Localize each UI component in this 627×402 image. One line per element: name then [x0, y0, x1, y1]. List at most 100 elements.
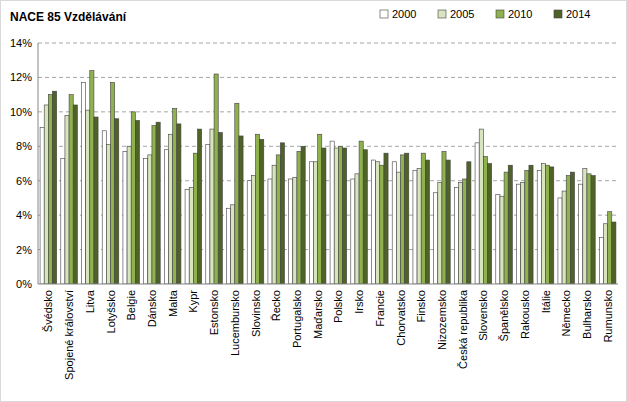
- legend-swatch: [554, 10, 562, 18]
- x-tick-label: Lucembursko: [229, 290, 241, 356]
- grid-line: [38, 77, 618, 78]
- bar: [380, 165, 384, 284]
- bar: [239, 136, 243, 284]
- bar: [463, 179, 467, 284]
- bar: [69, 95, 73, 284]
- bar: [376, 162, 380, 284]
- x-tick-label: Spojené království: [63, 290, 75, 380]
- bar: [558, 198, 562, 284]
- bar: [483, 157, 487, 284]
- bar: [475, 143, 479, 284]
- bar: [173, 108, 177, 284]
- bar: [587, 174, 591, 284]
- y-tick-label: 8%: [16, 140, 32, 152]
- y-tick-label: 4%: [16, 209, 32, 221]
- legend-swatch: [496, 10, 504, 18]
- y-tick-label: 0%: [16, 278, 32, 290]
- x-tick-label: Francie: [374, 290, 386, 327]
- bar: [301, 146, 305, 284]
- bar: [541, 164, 545, 285]
- x-tick-label: Bulharsko: [581, 290, 593, 339]
- bar: [425, 160, 429, 284]
- bar: [608, 212, 612, 284]
- bar: [111, 83, 115, 284]
- bar: [156, 122, 160, 284]
- bar: [189, 188, 193, 284]
- bar: [421, 153, 425, 284]
- bar: [127, 146, 131, 284]
- x-tick-label: Malta: [167, 289, 179, 317]
- bar: [372, 160, 376, 284]
- bar: [135, 120, 139, 284]
- bar: [289, 179, 293, 284]
- x-tick-label: Německo: [560, 290, 572, 336]
- bar: [102, 131, 106, 284]
- bar: [247, 181, 251, 284]
- bar: [293, 177, 297, 284]
- bar: [438, 182, 442, 284]
- bar: [231, 205, 235, 284]
- bar: [227, 208, 231, 284]
- bar: [330, 141, 334, 284]
- x-tick-label: Maďarsko: [312, 290, 324, 339]
- bar: [169, 134, 173, 284]
- bar: [314, 162, 318, 284]
- legend: 2000200520102014: [380, 8, 590, 20]
- bar: [546, 165, 550, 284]
- bar: [115, 119, 119, 284]
- bar: [322, 148, 326, 284]
- bar: [206, 145, 210, 284]
- bar: [570, 172, 574, 284]
- bar: [355, 174, 359, 284]
- bar: [318, 134, 322, 284]
- bar: [454, 188, 458, 284]
- bar: [214, 74, 218, 284]
- y-tick-label: 6%: [16, 175, 32, 187]
- y-axis: [38, 43, 39, 284]
- bar: [446, 160, 450, 284]
- grid-line: [38, 43, 618, 44]
- x-axis: [38, 284, 618, 285]
- bars: [40, 71, 616, 284]
- bar: [550, 167, 554, 284]
- bar: [235, 103, 239, 284]
- bar: [218, 133, 222, 284]
- x-tick-label: Rakousko: [519, 290, 531, 339]
- x-tick-label: Kypr: [187, 290, 199, 313]
- bar: [517, 184, 521, 284]
- bar: [405, 153, 409, 284]
- x-tick-label: Portugalsko: [291, 290, 303, 348]
- bar: [185, 189, 189, 284]
- grid-line: [38, 111, 618, 112]
- x-tick-label: Chorvatsko: [395, 290, 407, 346]
- bar: [508, 165, 512, 284]
- x-tick-label: Rumunsko: [602, 290, 614, 343]
- bar: [268, 179, 272, 284]
- bar: [198, 129, 202, 284]
- bar: [272, 165, 276, 284]
- y-tick-label: 2%: [16, 244, 32, 256]
- bar: [48, 95, 52, 284]
- x-tick-label: Polsko: [332, 290, 344, 323]
- bar: [106, 145, 110, 284]
- bar: [579, 184, 583, 284]
- bar: [459, 182, 463, 284]
- bar: [467, 162, 471, 284]
- bar: [496, 194, 500, 284]
- bar: [521, 182, 525, 284]
- bar: [144, 158, 148, 284]
- bar: [256, 134, 260, 284]
- bar: [413, 170, 417, 284]
- legend-label: 2000: [392, 8, 416, 20]
- bar: [73, 105, 77, 284]
- bar: [583, 169, 587, 284]
- chart-frame: [1, 1, 627, 402]
- bar: [488, 164, 492, 285]
- bar: [566, 176, 570, 284]
- x-tick-label: Česká republika: [457, 289, 469, 369]
- bar: [417, 169, 421, 284]
- bar: [612, 222, 616, 284]
- x-tick-label: Itálie: [540, 290, 552, 313]
- bar: [525, 170, 529, 284]
- x-tick-label: Estonsko: [208, 290, 220, 335]
